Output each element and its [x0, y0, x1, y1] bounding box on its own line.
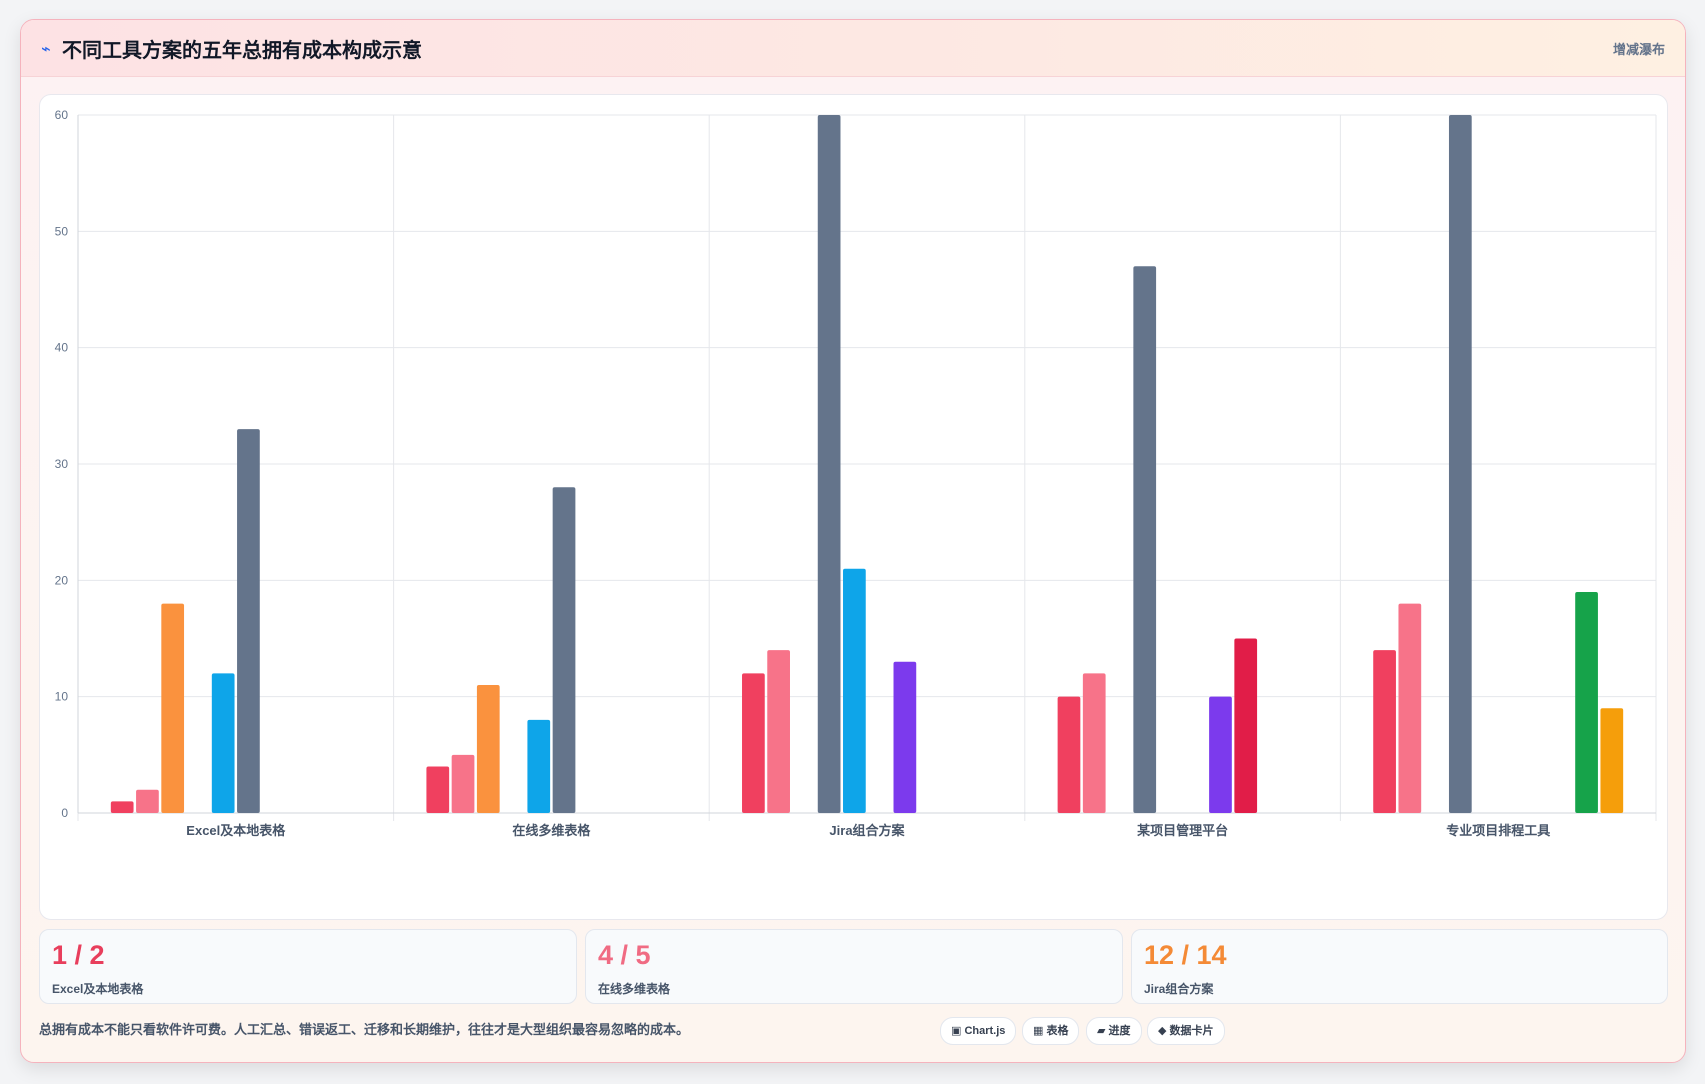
- y-tick-label: 40: [55, 341, 69, 355]
- stat-value: 12 / 14: [1144, 940, 1227, 970]
- stat-label: Jira组合方案: [1144, 982, 1214, 996]
- bar: [1209, 696, 1232, 813]
- table-chip[interactable]: ▦ 表格: [1022, 1017, 1080, 1045]
- footnote: 总拥有成本不能只看软件许可费。人工汇总、错误返工、迁移和长期维护，往往才是大型组…: [39, 1022, 690, 1037]
- bar: [476, 685, 500, 813]
- chart-panel: 0 10 20 30 40 50 60 Excel及本地表格 在线多维表格 Jira组合方案 某项目…: [39, 94, 1668, 920]
- lightning-icon: ⌁: [41, 41, 51, 58]
- bar: [1575, 591, 1598, 813]
- bar: [893, 661, 917, 813]
- chart-card: ⌁ 不同工具方案的五年总拥有成本构成示意 增减瀑布 0 10 20 30 40 50 60 E…: [20, 19, 1686, 1063]
- bar: [1373, 650, 1396, 813]
- bar: [742, 673, 765, 813]
- x-tick-label: 某项目管理平台: [1136, 823, 1228, 838]
- bar: [1234, 638, 1258, 813]
- x-tick-label: 在线多维表格: [512, 823, 591, 838]
- bar: [527, 719, 551, 813]
- bar: [843, 568, 866, 813]
- bar: [1448, 115, 1472, 813]
- bar: [817, 115, 841, 813]
- bar: [451, 754, 475, 813]
- bar: [110, 801, 134, 813]
- bar: [136, 789, 159, 813]
- card-header: ⌁ 不同工具方案的五年总拥有成本构成示意 增减瀑布: [21, 20, 1685, 77]
- data-card-chip[interactable]: ◆ 数据卡片: [1147, 1017, 1225, 1045]
- stat-label: 在线多维表格: [598, 982, 671, 996]
- x-tick-label: Excel及本地表格: [186, 823, 286, 838]
- bar: [161, 603, 185, 813]
- x-tick-label: Jira组合方案: [829, 823, 905, 838]
- waterfall-toggle-button[interactable]: 增减瀑布: [1612, 42, 1665, 57]
- stat-value: 1 / 2: [52, 940, 105, 970]
- bar: [426, 766, 450, 813]
- y-tick-label: 60: [55, 108, 69, 122]
- y-tick-label: 50: [55, 224, 69, 238]
- y-tick-label: 30: [55, 457, 69, 471]
- stat-value: 4 / 5: [598, 940, 651, 970]
- stat-card-excel: 1 / 2 Excel及本地表格: [39, 929, 577, 1004]
- progress-chip[interactable]: ▰ 进度: [1086, 1017, 1142, 1045]
- bar: [767, 650, 790, 813]
- bar: [1057, 696, 1081, 813]
- y-tick-label: 10: [55, 690, 69, 704]
- stat-card-online-table: 4 / 5 在线多维表格: [585, 929, 1123, 1004]
- stat-label: Excel及本地表格: [52, 982, 144, 996]
- stat-card-jira: 12 / 14 Jira组合方案: [1131, 929, 1668, 1004]
- bar: [1082, 673, 1106, 813]
- chartjs-chip[interactable]: ▣ Chart.js: [940, 1017, 1017, 1045]
- bar: [1600, 708, 1624, 813]
- bar-chart: 0 10 20 30 40 50 60 Excel及本地表格 在线多维表格 Jira组合方案 某项目…: [55, 108, 1657, 838]
- bar: [552, 487, 576, 813]
- bar: [1133, 266, 1157, 813]
- bar: [1398, 603, 1422, 813]
- x-tick-label: 专业项目排程工具: [1446, 823, 1550, 838]
- y-tick-label: 0: [61, 806, 68, 820]
- y-tick-label: 20: [55, 573, 69, 587]
- bar: [211, 673, 235, 813]
- chart-title: 不同工具方案的五年总拥有成本构成示意: [62, 40, 422, 62]
- bar: [237, 429, 260, 813]
